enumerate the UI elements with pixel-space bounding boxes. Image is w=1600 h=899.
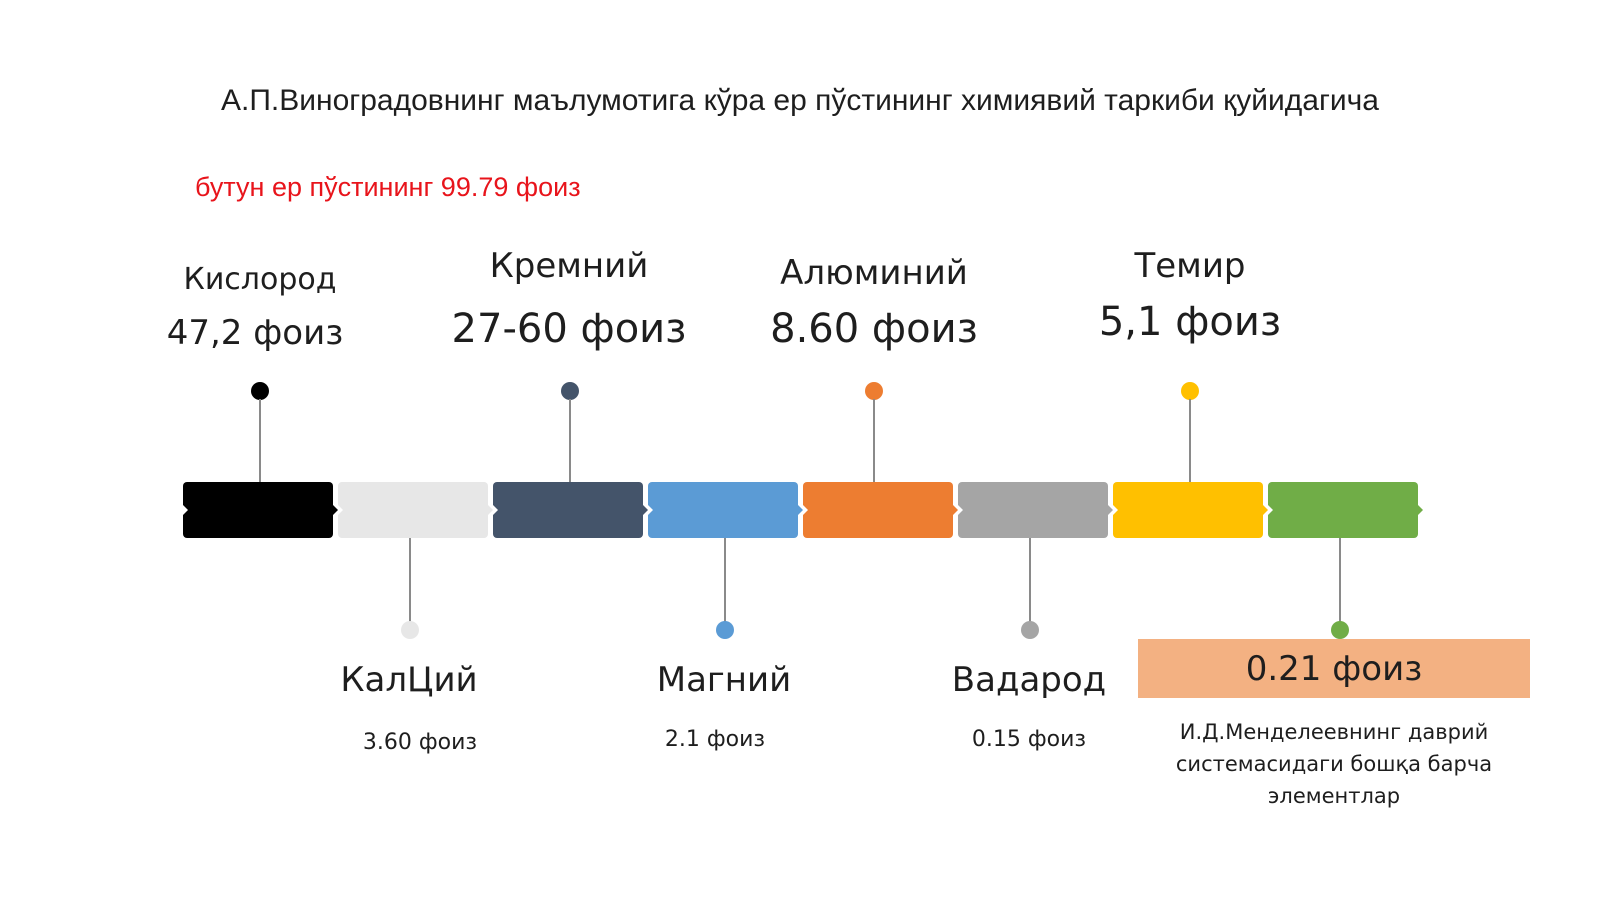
segment-silicon bbox=[493, 482, 648, 538]
label-silicon-name: Кремний bbox=[489, 246, 649, 286]
magnesium-dot bbox=[716, 621, 734, 639]
segment-magnesium bbox=[648, 482, 803, 538]
iron-dot bbox=[1181, 382, 1199, 400]
oxygen-connector bbox=[259, 399, 261, 483]
slide-title: А.П.Виноградовнинг маълумотига кўра ер п… bbox=[221, 84, 1379, 117]
label-aluminium-name: Алюминий bbox=[780, 253, 968, 293]
label-silicon-value: 27-60 фоиз bbox=[451, 306, 687, 352]
label-calcium-name: КалЦий bbox=[340, 660, 478, 700]
label-magnesium-value: 2.1 фоиз bbox=[664, 727, 766, 752]
calcium-dot bbox=[401, 621, 419, 639]
label-iron-name: Темир bbox=[1134, 246, 1246, 286]
label-hydrogen-value: 0.15 фоиз bbox=[971, 727, 1087, 752]
other-elements-note: И.Д.Менделеевнинг даврий системасидаги б… bbox=[1138, 716, 1530, 812]
other-dot bbox=[1331, 621, 1349, 639]
other-note-line: системасидаги бошқа барча bbox=[1175, 752, 1493, 776]
other-connector bbox=[1339, 538, 1341, 628]
calcium-connector bbox=[409, 538, 411, 628]
segment-other bbox=[1268, 482, 1423, 538]
other-note-line: И.Д.Менделеевнинг даврий bbox=[1179, 720, 1489, 744]
label-hydrogen-name: Вадарод bbox=[951, 660, 1107, 700]
other-note-line: элементлар bbox=[1267, 784, 1401, 808]
other-elements-value: 0.21 фоиз bbox=[1245, 648, 1423, 689]
segment-aluminium bbox=[803, 482, 958, 538]
other-elements-box: 0.21 фоиз bbox=[1138, 639, 1530, 698]
aluminium-connector bbox=[873, 399, 875, 483]
label-magnesium-name: Магний bbox=[656, 660, 792, 700]
magnesium-connector bbox=[724, 538, 726, 628]
label-iron-value: 5,1 фоиз bbox=[1098, 299, 1282, 345]
aluminium-dot bbox=[865, 382, 883, 400]
segment-oxygen bbox=[183, 482, 338, 538]
slide-subtitle: бутун ер пўстининг 99.79 фоиз bbox=[195, 172, 581, 202]
hydrogen-dot bbox=[1021, 621, 1039, 639]
silicon-connector bbox=[569, 399, 571, 483]
label-aluminium-value: 8.60 фоиз bbox=[770, 306, 978, 352]
iron-connector bbox=[1189, 399, 1191, 483]
oxygen-dot bbox=[251, 382, 269, 400]
segment-calcium bbox=[338, 482, 493, 538]
hydrogen-connector bbox=[1029, 538, 1031, 628]
segment-iron bbox=[1113, 482, 1268, 538]
label-oxygen-value: 47,2 фоиз bbox=[166, 313, 344, 353]
label-calcium-value: 3.60 фоиз bbox=[362, 730, 478, 755]
segment-hydrogen bbox=[958, 482, 1113, 538]
label-oxygen-name: Кислород bbox=[183, 262, 337, 297]
silicon-dot bbox=[561, 382, 579, 400]
